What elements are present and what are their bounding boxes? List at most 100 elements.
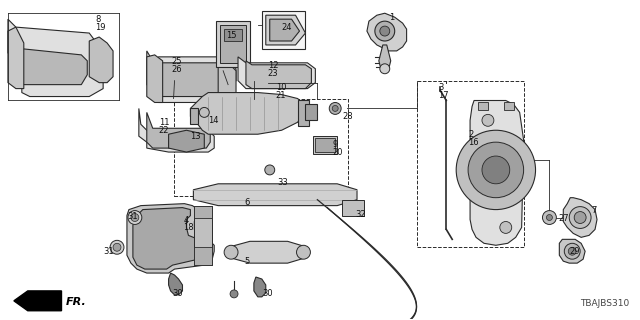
Polygon shape (367, 13, 406, 51)
Polygon shape (254, 277, 266, 297)
Polygon shape (559, 239, 585, 263)
Polygon shape (305, 104, 317, 120)
Text: 2: 2 (468, 130, 474, 139)
Circle shape (332, 106, 338, 111)
Circle shape (199, 108, 209, 117)
Circle shape (230, 290, 238, 298)
Bar (316, 138, 335, 152)
Polygon shape (133, 208, 204, 269)
Text: 14: 14 (208, 116, 219, 125)
Polygon shape (168, 130, 204, 152)
Circle shape (113, 243, 121, 251)
Text: 4: 4 (184, 216, 189, 225)
Text: 17: 17 (438, 91, 449, 100)
Bar (342, 200, 364, 216)
Bar (195, 247, 212, 265)
Polygon shape (127, 204, 214, 273)
Bar (173, 99, 348, 196)
Polygon shape (139, 108, 214, 152)
Circle shape (574, 212, 586, 223)
Text: 8: 8 (95, 15, 100, 24)
Circle shape (482, 114, 494, 126)
Text: 18: 18 (184, 223, 194, 232)
Polygon shape (193, 184, 357, 206)
Bar (262, 11, 305, 49)
Bar (504, 102, 514, 110)
Text: 29: 29 (569, 247, 580, 256)
Polygon shape (228, 241, 307, 263)
Text: 33: 33 (278, 178, 289, 187)
Polygon shape (18, 49, 87, 84)
Text: 25: 25 (172, 57, 182, 66)
Polygon shape (8, 27, 24, 89)
Polygon shape (298, 100, 309, 126)
Circle shape (375, 21, 395, 41)
Circle shape (482, 156, 509, 184)
Circle shape (131, 213, 139, 221)
Circle shape (296, 245, 310, 259)
Circle shape (543, 211, 556, 224)
Bar (216, 21, 250, 67)
Polygon shape (168, 273, 182, 295)
Text: 5: 5 (244, 257, 249, 266)
Circle shape (224, 245, 238, 259)
Text: 15: 15 (226, 31, 237, 40)
Polygon shape (563, 198, 597, 237)
Circle shape (265, 165, 275, 175)
Bar (224, 29, 242, 41)
Text: 1: 1 (388, 13, 394, 22)
Bar (417, 81, 524, 247)
Bar (195, 206, 212, 218)
Text: 22: 22 (159, 126, 169, 135)
Text: 26: 26 (172, 65, 182, 74)
Text: 9: 9 (332, 140, 337, 149)
Text: 7: 7 (591, 206, 596, 215)
Text: 13: 13 (191, 132, 201, 141)
Text: FR.: FR. (65, 297, 86, 307)
Polygon shape (238, 57, 316, 89)
Text: 19: 19 (95, 23, 106, 32)
Text: 3: 3 (438, 83, 444, 92)
Circle shape (329, 102, 341, 114)
Text: 21: 21 (276, 91, 286, 100)
Text: 6: 6 (244, 198, 250, 207)
Polygon shape (8, 19, 103, 97)
Circle shape (468, 142, 524, 198)
Text: 30: 30 (173, 289, 183, 298)
Text: 23: 23 (268, 69, 278, 78)
Circle shape (128, 211, 142, 224)
Polygon shape (155, 61, 224, 97)
Polygon shape (147, 51, 236, 102)
Circle shape (564, 243, 580, 259)
Circle shape (456, 130, 536, 210)
Bar (220, 25, 246, 63)
Polygon shape (191, 108, 198, 124)
Text: 27: 27 (558, 213, 569, 222)
Text: 31: 31 (103, 247, 114, 256)
Text: 10: 10 (276, 83, 286, 92)
Polygon shape (14, 291, 61, 311)
Circle shape (547, 214, 552, 220)
Text: TBAJBS310: TBAJBS310 (580, 299, 629, 308)
Text: 32: 32 (355, 210, 365, 219)
Polygon shape (246, 61, 312, 89)
Polygon shape (269, 19, 300, 41)
Text: 11: 11 (159, 118, 169, 127)
Circle shape (110, 240, 124, 254)
Text: 30: 30 (262, 289, 273, 298)
Circle shape (500, 221, 512, 233)
Polygon shape (470, 100, 524, 245)
Polygon shape (147, 55, 163, 102)
Circle shape (380, 26, 390, 36)
Polygon shape (218, 61, 236, 102)
Text: 20: 20 (332, 148, 343, 157)
Polygon shape (266, 15, 305, 45)
Polygon shape (89, 37, 113, 83)
Text: 31: 31 (127, 212, 138, 220)
Circle shape (569, 207, 591, 228)
Text: 16: 16 (468, 138, 479, 147)
Polygon shape (379, 45, 391, 73)
Text: 12: 12 (268, 61, 278, 70)
Circle shape (380, 64, 390, 74)
Bar (478, 102, 488, 110)
